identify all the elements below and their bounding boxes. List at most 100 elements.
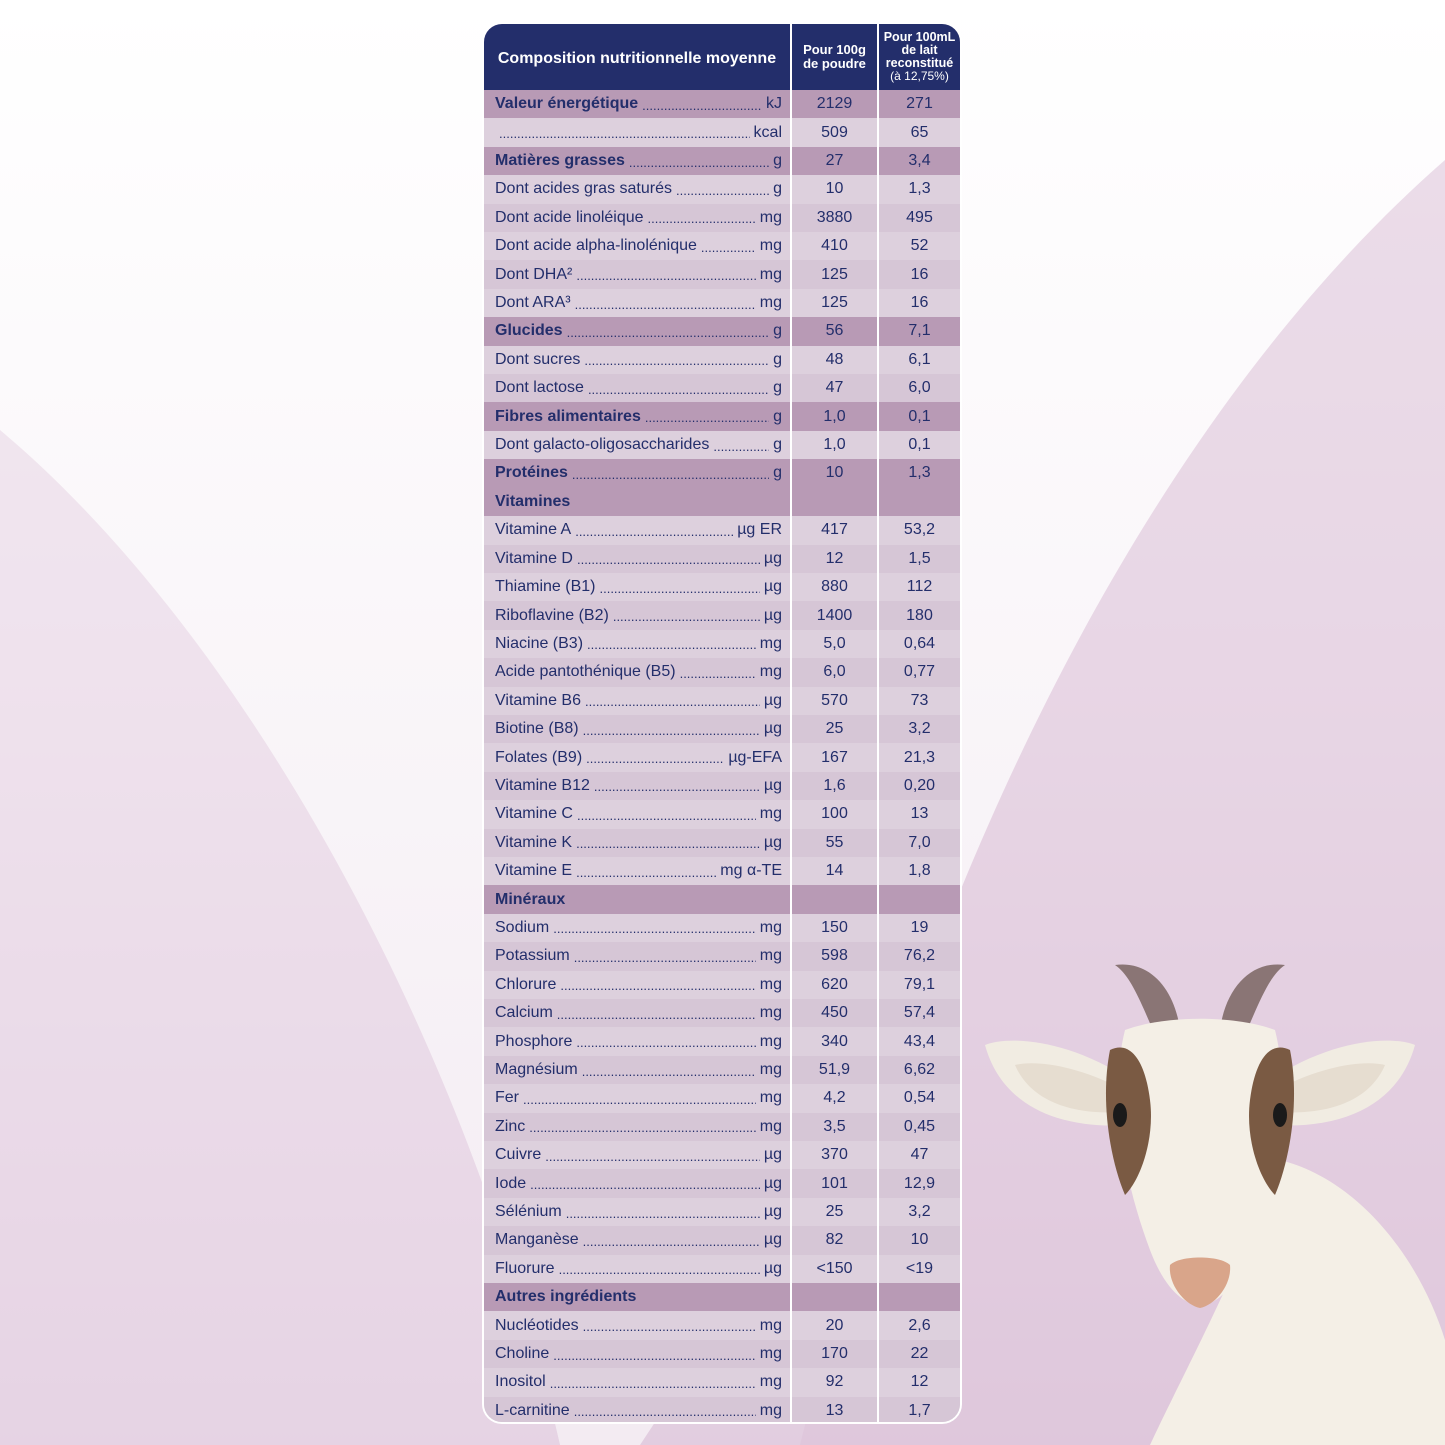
nutrient-unit: g	[773, 436, 782, 454]
column-divider	[877, 24, 879, 1422]
table-row: Choline.................................…	[484, 1339, 960, 1369]
value-per-100g: 20	[825, 1316, 844, 1334]
nutrient-unit: g	[773, 152, 782, 170]
value-per-100ml: 73	[910, 691, 929, 709]
nutrient-unit: kJ	[766, 95, 782, 113]
nutrient-label: Dont acide linoléique...................…	[495, 204, 782, 232]
dot-leader: ........................................…	[675, 182, 770, 198]
nutrient-label: Fer.....................................…	[495, 1084, 782, 1112]
value-per-100ml: 0,45	[903, 1117, 936, 1135]
value-per-100g: 51,9	[818, 1061, 851, 1079]
value-per-100ml: 43,4	[903, 1032, 936, 1050]
nutrient-unit: mg	[759, 918, 782, 936]
value-per-100g: 13	[825, 1401, 844, 1419]
nutrient-label: Vitamine B6.............................…	[495, 687, 782, 715]
nutrient-unit: µg ER	[737, 521, 782, 539]
table-row: Sélénium................................…	[484, 1197, 960, 1227]
table-row: Autres ingrédients	[484, 1283, 960, 1312]
nutrient-label: Vitamine C..............................…	[495, 800, 782, 828]
value-per-100g: 598	[821, 947, 848, 965]
table-row: Glucides................................…	[484, 317, 960, 346]
nutrient-name: Vitamines	[495, 492, 571, 510]
table-row: Vitamines	[484, 487, 960, 517]
nutrient-name: Magnésium	[495, 1061, 578, 1079]
dot-leader: ........................................…	[599, 580, 760, 596]
dot-leader: ........................................…	[576, 268, 755, 284]
nutrient-unit: kcal	[753, 123, 782, 141]
table-row: Dont acide linoléique...................…	[484, 203, 960, 233]
nutrient-name: Vitamine D	[495, 549, 573, 567]
dot-leader: ........................................…	[679, 665, 756, 681]
nutrient-name: Inositol	[495, 1373, 546, 1391]
value-per-100g: 167	[821, 748, 848, 766]
value-per-100g: 27	[825, 152, 844, 170]
value-per-100g: 12	[825, 549, 844, 567]
nutrient-unit: g	[773, 464, 782, 482]
nutrient-name: Sélénium	[495, 1203, 562, 1221]
nutrient-label: Folates (B9)............................…	[495, 743, 782, 771]
header-per-100ml-line2: de lait	[901, 43, 938, 57]
table-row: Niacine (B3)............................…	[484, 629, 960, 659]
nutrient-label: Thiamine (B1)...........................…	[495, 573, 782, 601]
value-per-100ml: 10	[910, 1231, 929, 1249]
nutrient-label: Dont galacto-oligosaccharides...........…	[495, 431, 782, 459]
nutrient-label: Manganèse...............................…	[495, 1226, 782, 1254]
value-per-100ml: 0,77	[903, 663, 936, 681]
value-per-100ml: 47	[910, 1146, 929, 1164]
table-row: Thiamine (B1)...........................…	[484, 572, 960, 602]
nutrient-name: Glucides	[495, 322, 563, 340]
table-row: Vitamine A..............................…	[484, 516, 960, 545]
value-per-100ml: 6,0	[908, 379, 931, 397]
value-per-100ml: 112	[906, 578, 933, 596]
dot-leader: ........................................…	[584, 694, 760, 710]
header-per-100g-line1: Pour 100g	[803, 42, 866, 57]
dot-leader: ........................................…	[553, 1347, 756, 1363]
value-per-100ml: 0,64	[903, 634, 936, 652]
nutrient-unit: g	[773, 350, 782, 368]
nutrient-label: Dont acides gras saturés................…	[495, 175, 782, 203]
value-per-100ml: 65	[910, 123, 929, 141]
table-row: Vitamine D..............................…	[484, 544, 960, 573]
nutrient-label: Iode....................................…	[495, 1169, 782, 1197]
nutrient-name: Folates (B9)	[495, 748, 583, 766]
value-per-100g: <150	[816, 1259, 853, 1277]
dot-leader: ........................................…	[556, 1006, 756, 1022]
nutrient-name: Riboflavine (B2)	[495, 606, 609, 624]
table-row: Inositol................................…	[484, 1368, 960, 1397]
nutrient-name: Cuivre	[495, 1146, 542, 1164]
nutrient-name: Phosphore	[495, 1032, 573, 1050]
nutrient-label: Dont DHA²...............................…	[495, 260, 782, 288]
nutrient-unit: µg	[763, 691, 782, 709]
nutrient-unit: mg	[759, 947, 782, 965]
table-row: Dont acide alpha-linolénique............…	[484, 232, 960, 261]
nutrient-unit: mg	[759, 663, 782, 681]
column-divider	[790, 24, 792, 1422]
value-per-100ml: 271	[906, 95, 933, 113]
dot-leader: ........................................…	[576, 552, 760, 568]
value-per-100ml: 0,20	[903, 776, 936, 794]
value-per-100g: 1,0	[823, 407, 846, 425]
nutrient-name: Dont sucres	[495, 350, 581, 368]
value-per-100g: 125	[821, 265, 848, 283]
value-per-100g: 340	[821, 1032, 848, 1050]
value-per-100ml: 52	[910, 237, 929, 255]
dot-leader: ........................................…	[612, 609, 760, 625]
value-per-100ml: 6,62	[903, 1061, 936, 1079]
nutrient-unit: mg	[759, 208, 782, 226]
nutrient-name: Acide pantothénique (B5)	[495, 663, 676, 681]
value-per-100ml: 495	[906, 208, 933, 226]
value-per-100ml: 79,1	[903, 975, 936, 993]
dot-leader: ........................................…	[565, 1205, 760, 1221]
nutrient-name: Biotine (B8)	[495, 720, 579, 738]
value-per-100g: 880	[821, 578, 848, 596]
nutrient-name: Vitamine C	[495, 805, 573, 823]
table-row: Magnésium...............................…	[484, 1055, 960, 1085]
dot-leader: ........................................…	[529, 1120, 756, 1136]
dot-leader: ........................................…	[576, 864, 717, 880]
nutrient-label: Vitamine D..............................…	[495, 545, 782, 573]
nutrient-name: Fibres alimentaires	[495, 407, 641, 425]
table-row: Vitamine B12............................…	[484, 771, 960, 801]
table-row: Fer.....................................…	[484, 1084, 960, 1113]
nutrient-unit: µg	[763, 720, 782, 738]
value-per-100ml: 7,0	[908, 833, 931, 851]
